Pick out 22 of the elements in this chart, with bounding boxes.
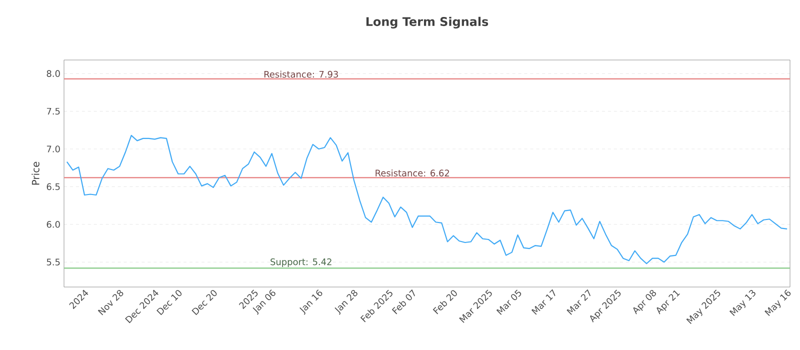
x-tick-label: Mar 05 xyxy=(496,290,522,315)
y-tick-label: 6.0 xyxy=(46,221,60,228)
chart-title: Long Term Signals xyxy=(366,16,488,28)
y-tick-label: 6.5 xyxy=(46,183,60,190)
ref-line-label: Resistance: 7.93 xyxy=(264,70,338,78)
y-tick-label: 7.5 xyxy=(46,108,60,115)
x-tick-label: Feb 07 xyxy=(392,289,415,314)
y-axis-title: Price xyxy=(32,162,40,185)
x-tick-label: Apr 08 xyxy=(633,290,656,314)
x-tick-label: Jan 28 xyxy=(334,290,358,315)
x-tick-label: Dec 20 xyxy=(192,290,217,316)
x-tick-label: Jan 16 xyxy=(300,290,322,315)
ref-line-label: Resistance: 6.62 xyxy=(376,170,450,176)
x-tick-label: Apr 21 xyxy=(656,290,680,314)
y-tick-label: 8.0 xyxy=(46,70,60,77)
ref-line-label: Support: 5.42 xyxy=(270,258,332,267)
y-tick-label: 5.5 xyxy=(46,258,60,266)
x-tick-label: Nov 28 xyxy=(98,290,124,316)
y-tick-label: 7.0 xyxy=(46,146,60,152)
x-tick-label: Mar 17 xyxy=(531,289,556,315)
x-tick-label: Mar 27 xyxy=(566,289,590,315)
x-tick-label: Feb 20 xyxy=(432,290,457,314)
